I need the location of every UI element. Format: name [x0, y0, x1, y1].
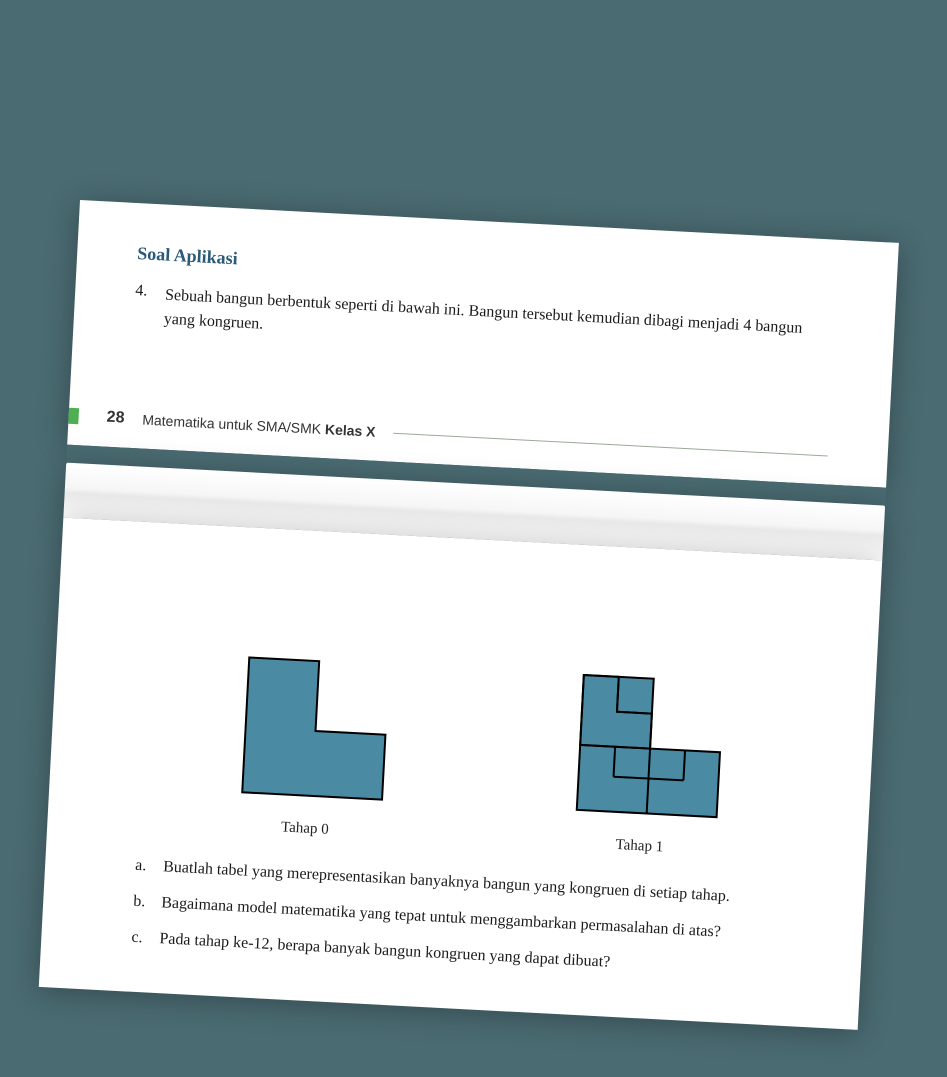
l-shape-tahap0: [221, 646, 399, 805]
subitem-c-label: c.: [131, 926, 160, 951]
caption-tahap1: Tahap 1: [554, 834, 725, 860]
page-top: Soal Aplikasi 4. Sebuah bangun berbentuk…: [67, 200, 899, 488]
problem-text: Sebuah bangun berbentuk seperti di bawah…: [163, 284, 835, 367]
subitem-b-label: b.: [133, 890, 162, 915]
footer-rule: [393, 432, 827, 456]
problem-number: 4.: [133, 282, 165, 332]
sub-questions: a. Buatlah tabel yang merepresentasikan …: [131, 854, 805, 985]
figure-row: Tahap 0: [137, 642, 816, 864]
figure-tahap-1: Tahap 1: [554, 664, 734, 860]
page-tab-marker: [68, 408, 79, 425]
figure-tahap-0: Tahap 0: [220, 646, 400, 842]
l-shape-tahap1: [556, 664, 734, 823]
document-page-stack: Soal Aplikasi 4. Sebuah bangun berbentuk…: [39, 200, 899, 1030]
book-title-prefix: Matematika untuk SMA/SMK: [142, 412, 325, 438]
l-polygon: [242, 657, 389, 799]
book-title-class: Kelas X: [325, 421, 376, 440]
caption-tahap0: Tahap 0: [220, 816, 391, 842]
page-bottom: Tahap 0: [39, 518, 882, 1030]
page-number: 28: [106, 409, 125, 428]
subitem-a-label: a.: [135, 854, 164, 879]
book-title: Matematika untuk SMA/SMK Kelas X: [142, 412, 376, 440]
